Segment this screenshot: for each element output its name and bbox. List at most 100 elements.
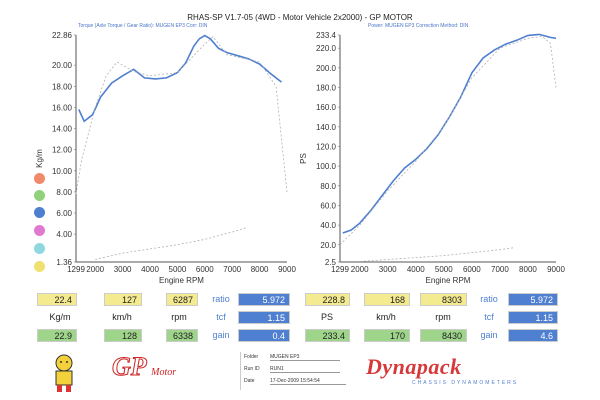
y-tick-label: 14.00 [52,125,73,134]
dynapack-logo: Dynapack CHASSIS DYNAMOMETERS [366,354,556,386]
y-tick-label: 40.0 [320,221,336,230]
y-tick-label: 22.86 [52,31,73,40]
main-series-line [78,34,282,123]
y-tick-label: 8.00 [56,188,72,197]
x-tick-label: 8000 [519,265,537,274]
chart-header: RHAS-SP V1.7-05 (4WD - Motor Vehicle 2x2… [0,13,600,22]
x-tick-label: 3000 [379,265,397,274]
rpm-unit-2: rpm [435,312,451,322]
y-tick-label: 233.4 [316,31,337,40]
ratio-value-2: 5.972 [508,293,558,306]
x-tick-label: 4000 [407,265,425,274]
x-tick-label: 8000 [251,265,269,274]
y-tick-label: 20.00 [52,61,73,70]
max-torque-value: 22.9 [37,329,77,342]
y-tick-label: 80.0 [320,182,336,191]
x-tick-label: 7000 [223,265,241,274]
y-tick-label: 10.00 [52,167,73,176]
tcf-value-2: 1.15 [508,311,558,324]
tcf-value: 1.15 [238,311,290,324]
legend-dot [34,261,45,272]
y-tick-label: 100.0 [316,162,337,171]
legend-dot [34,190,45,201]
reference-series-line [359,247,514,262]
y-tick-label: 12.00 [52,146,73,155]
speed-unit: km/h [112,312,132,322]
y-tick-label: 200.0 [316,64,337,73]
max-power-rpm: 8430 [420,329,467,342]
power-unit: PS [320,312,333,322]
main-series-line [342,33,557,234]
folder-value: MUGEN EP3 [270,354,340,361]
torque-value: 22.4 [37,293,77,306]
x-tick-label: 5000 [435,265,453,274]
legend-dot [34,225,45,236]
rpm-unit: rpm [171,312,187,322]
chart-title: RHAS-SP V1.7-05 (4WD - Motor Vehicle 2x2… [187,13,413,22]
x-tick-label: 6000 [463,265,481,274]
x-tick-label: 1299 [67,265,85,274]
y-tick-label: 20.0 [320,241,336,250]
gp-logo-text: GP [112,352,148,382]
legend-dot [34,173,45,184]
y-tick-label: 1.36 [56,258,72,267]
charts-svg: 22.86 20.00 18.00 16.00 14.00 12.00 10.00 8.00 6… [35,31,565,285]
max-power-speed: 170 [364,329,410,342]
x-tick-label: 9000 [547,265,565,274]
legend-dot [34,243,45,254]
reference-series-line [339,35,557,246]
x-tick-label: 4000 [141,265,159,274]
run-label: Run ID [244,366,260,372]
legend-dot [34,207,45,218]
dynapack-logo-text: Dynapack [366,354,462,379]
y-tick-label: 2.5 [325,258,337,267]
x-axis-label: Engine RPM [159,276,204,285]
y-tick-label: 120.0 [316,142,337,151]
x-tick-label: 5000 [169,265,187,274]
y-axis-label: PS [299,153,308,164]
ratio-label-2: ratio [480,294,498,304]
max-torque-rpm: 6338 [166,329,198,342]
gain-label-2: gain [480,330,498,340]
y-tick-label: 4.00 [56,230,72,239]
rpm-value-2: 8303 [420,293,467,306]
y-tick-label: 180.0 [316,83,337,92]
y-tick-label: 18.00 [52,82,73,91]
rpm-value: 6287 [166,293,198,306]
gain-label: gain [212,330,230,340]
right-subtitle: Power: MUGEN EP3 Correction Method: DIN [368,23,469,29]
y-tick-label: 6.00 [56,209,72,218]
speed-unit-2: km/h [376,312,396,322]
x-tick-label: 2000 [351,265,369,274]
x-tick-label: 3000 [114,265,132,274]
dynapack-logo-subtext: CHASSIS DYNAMOMETERS [412,380,519,386]
gp-motor-logo: GP Motor [112,352,212,390]
y-tick-label: 16.00 [52,103,73,112]
x-tick-label: 2000 [86,265,104,274]
run-value: RUN1 [270,366,340,373]
date-label: Date [244,378,255,384]
y-tick-label: 220.0 [316,44,337,53]
x-tick-label: 7000 [491,265,509,274]
max-torque-speed: 128 [104,329,142,342]
x-tick-label: 6000 [196,265,214,274]
y-tick-label: 60.0 [320,201,336,210]
gain-value-2: 4.6 [508,329,558,342]
date-value: 17-Dec-2009 15:54:54 [270,378,346,385]
gp-logo-subtext: Motor [151,367,177,378]
tcf-label: tcf [216,312,226,322]
info-box [240,352,351,390]
torque-unit: Kg/m [49,312,71,322]
x-axis-label: Engine RPM [426,276,471,285]
left-subtitle: Torque (Axle Torque / Gear Ratio): MUGEN… [78,23,208,29]
power-value: 228.8 [305,293,350,306]
mascot-logo [55,354,73,392]
y-tick-label: 140.0 [316,123,337,132]
y-tick-label: 160.0 [316,103,337,112]
folder-label: Folder [244,354,259,360]
y-axis-label: Kg/m [35,149,44,168]
reference-series-line [75,36,288,195]
torque-chart: 22.86 20.00 18.00 16.00 14.00 12.00 10.00 8.00 6… [35,31,296,285]
speed-value: 127 [104,293,142,306]
ratio-value: 5.972 [238,293,290,306]
